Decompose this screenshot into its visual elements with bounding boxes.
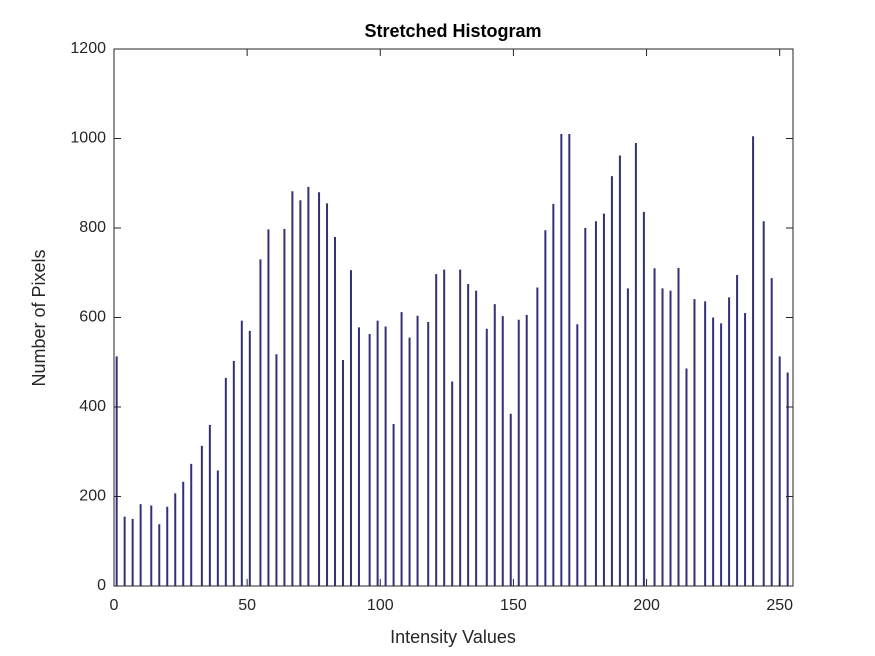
x-tick-label: 200 bbox=[633, 597, 660, 614]
x-axis-label: Intensity Values bbox=[390, 627, 516, 647]
x-tick-label: 150 bbox=[500, 597, 527, 614]
y-tick-label: 0 bbox=[97, 577, 106, 594]
y-tick-label: 1200 bbox=[70, 40, 106, 57]
x-tick-label: 50 bbox=[238, 597, 256, 614]
y-tick-label: 1000 bbox=[70, 130, 106, 147]
chart-title: Stretched Histogram bbox=[364, 21, 541, 41]
x-tick-label: 0 bbox=[110, 597, 119, 614]
y-tick-label: 400 bbox=[79, 398, 106, 415]
y-tick-label: 200 bbox=[79, 488, 106, 505]
x-tick-label: 100 bbox=[367, 597, 394, 614]
y-tick-label: 600 bbox=[79, 309, 106, 326]
y-axis-label: Number of Pixels bbox=[29, 249, 49, 386]
x-tick-label: 250 bbox=[766, 597, 793, 614]
y-tick-label: 800 bbox=[79, 219, 106, 236]
